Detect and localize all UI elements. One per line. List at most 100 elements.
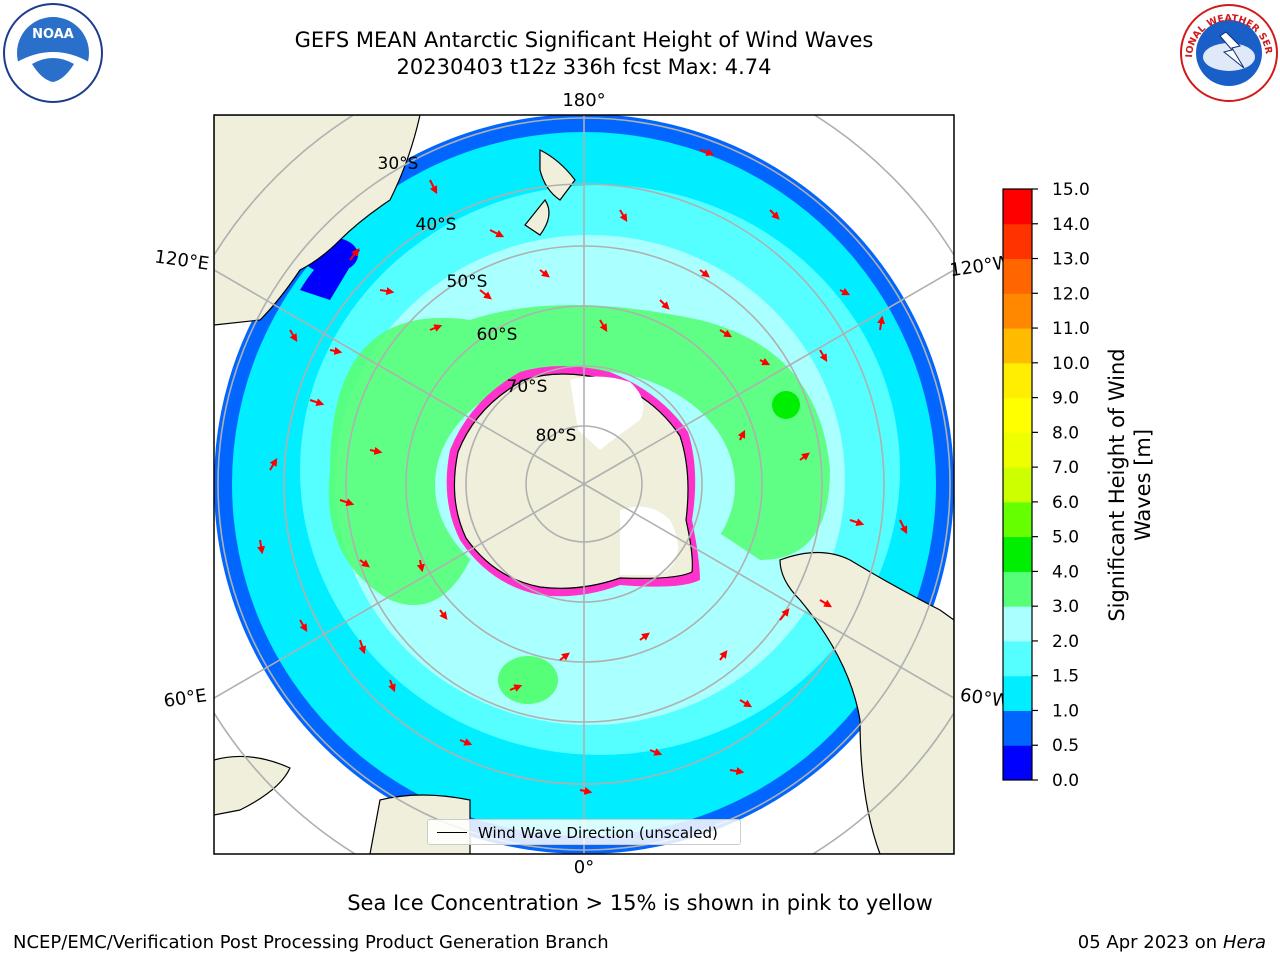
colorbar-segment xyxy=(1003,223,1032,260)
wave-arrow xyxy=(439,609,448,620)
lat-label-30s: 30°S xyxy=(378,154,419,174)
land xyxy=(214,115,954,854)
australia xyxy=(214,115,421,326)
footer-date: 05 Apr 2023 on Hera xyxy=(1078,932,1266,953)
wave-arrow xyxy=(299,619,308,633)
colorbar-segment xyxy=(1003,536,1032,572)
colorbar-tick-label: 7.0 xyxy=(1052,458,1079,478)
wave-arrow xyxy=(849,518,865,527)
wave-arrow xyxy=(358,639,367,655)
meridian-60w xyxy=(583,483,954,699)
wave-arrow xyxy=(429,179,438,195)
colorbar-segment xyxy=(1003,640,1032,677)
weddell-ice-shelf xyxy=(620,506,678,575)
colorbar-border xyxy=(1002,188,1033,781)
africa-tip xyxy=(214,755,291,816)
wave-arrow xyxy=(719,650,728,661)
colorbar-segment xyxy=(1003,606,1032,642)
meridian-120w xyxy=(583,269,954,485)
new-zealand-north xyxy=(539,149,576,201)
lon-label-180: 180° xyxy=(562,90,605,111)
colorbar-segment xyxy=(1003,397,1032,433)
wave-arrow xyxy=(699,148,715,157)
legend-label: Wind Wave Direction (unscaled) xyxy=(478,824,718,842)
map-area xyxy=(214,115,954,854)
colorbar-tick-label: 0.5 xyxy=(1052,736,1079,756)
colorbar-tick-label: 14.0 xyxy=(1052,215,1090,235)
legend-line-sample xyxy=(437,832,467,833)
wave-arrow xyxy=(349,248,360,261)
lat-label-70s: 70°S xyxy=(507,377,548,397)
wave-arrow xyxy=(877,315,886,331)
wave-arrow xyxy=(479,289,492,300)
footer-credit: NCEP/EMC/Verification Post Processing Pr… xyxy=(13,932,609,953)
wave-arrow xyxy=(839,287,851,296)
colorbar-tick-label: 0.0 xyxy=(1052,771,1079,791)
wave-arrow xyxy=(509,684,523,692)
wave-arrow xyxy=(769,209,780,220)
lat-label-50s: 50°S xyxy=(447,272,488,292)
wave-arrow xyxy=(659,299,670,310)
colorbar-segment xyxy=(1003,571,1032,607)
wave-arrow xyxy=(269,457,278,471)
map-border xyxy=(213,114,955,855)
ross-ice-shelf xyxy=(570,376,644,450)
wave-arrow xyxy=(388,679,396,693)
colorbar-segment xyxy=(1003,362,1032,399)
wave-arrow xyxy=(819,349,828,363)
wave-arrow xyxy=(416,559,425,573)
wave-arrow xyxy=(539,269,550,278)
colorbar-tick-label: 2.0 xyxy=(1052,632,1079,652)
wave-arrow xyxy=(619,209,628,223)
wave-arrow xyxy=(559,652,570,661)
wave-arrow xyxy=(369,446,383,455)
noaa-logo: NOAA xyxy=(2,2,104,104)
wave-band-3.0-4.0-patch xyxy=(498,656,558,704)
colorbar: 0.0 0.5 1.0 1.5 2.0 3.0 4.0 5.0 6.0 7.0 8.0 9.0 10.0… xyxy=(1002,180,1090,791)
wave-arrow xyxy=(489,229,505,238)
colorbar-tick-label: 12.0 xyxy=(1052,284,1090,304)
wave-arrow xyxy=(359,559,370,568)
wave-arrow xyxy=(719,329,733,338)
wave-arrow xyxy=(649,748,663,756)
lat-label-80s: 80°S xyxy=(536,426,577,446)
svg-text:NOAA: NOAA xyxy=(32,27,74,42)
lon-label-120e: 120°E xyxy=(153,246,210,274)
colorbar-tick-label: 6.0 xyxy=(1052,493,1079,513)
wave-arrow xyxy=(899,519,908,535)
meridian-120e xyxy=(214,269,585,485)
wave-arrow xyxy=(737,429,746,441)
wave-arrow xyxy=(329,346,343,355)
colorbar-tick-label: 9.0 xyxy=(1052,389,1079,409)
map-legend: Wind Wave Direction (unscaled) xyxy=(427,819,741,845)
chart-subtitle: 20230403 t12z 336h fcst Max: 4.74 xyxy=(396,55,772,79)
footer-host: Hera xyxy=(1222,932,1266,953)
colorbar-title-line2: Waves [m] xyxy=(1131,428,1155,542)
colorbar-tick-label: 8.0 xyxy=(1052,423,1079,443)
lat-label-40s: 40°S xyxy=(416,215,457,235)
wave-arrow xyxy=(699,269,710,278)
colorbar-segment xyxy=(1003,258,1032,294)
colorbar-segment xyxy=(1003,745,1032,781)
wave-arrow xyxy=(339,498,355,507)
colorbar-segment xyxy=(1003,328,1032,364)
antarctica xyxy=(446,366,700,597)
chart-title: GEFS MEAN Antarctic Significant Height o… xyxy=(294,28,874,52)
colorbar-tick-label: 11.0 xyxy=(1052,319,1090,339)
colorbar-segment xyxy=(1003,432,1032,468)
colorbar-tick-label: 1.5 xyxy=(1052,667,1079,687)
wave-arrow xyxy=(729,767,745,776)
colorbar-tick-label: 4.0 xyxy=(1052,562,1079,582)
new-zealand-south xyxy=(524,198,550,236)
colorbar-segment xyxy=(1003,710,1032,746)
colorbar-title-line1: Significant Height of Wind xyxy=(1105,348,1129,622)
colorbar-tick-label: 13.0 xyxy=(1052,250,1090,270)
wave-arrow xyxy=(257,539,266,555)
colorbar-tick-label: 1.0 xyxy=(1052,701,1079,721)
nws-logo: NATIONAL WEATHER SERVICE xyxy=(1174,0,1280,104)
wind-wave-arrows xyxy=(257,148,908,795)
colorbar-tick-label: 5.0 xyxy=(1052,528,1079,548)
colorbar-tick-label: 15.0 xyxy=(1052,180,1090,200)
colorbar-tick-label: 3.0 xyxy=(1052,597,1079,617)
